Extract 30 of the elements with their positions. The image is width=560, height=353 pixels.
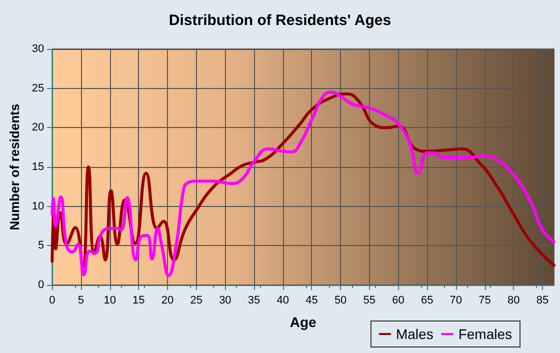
x-axis-title: Age xyxy=(290,314,317,330)
x-tick-label: 80 xyxy=(507,294,520,306)
x-tick-label: 0 xyxy=(49,294,56,306)
x-tick-label: 40 xyxy=(276,294,290,306)
legend-label: Females xyxy=(458,326,512,342)
y-tick-label: 20 xyxy=(32,122,44,134)
y-tick-label: 0 xyxy=(38,279,44,291)
x-tick-label: 55 xyxy=(363,294,376,306)
x-tick-label: 25 xyxy=(190,294,202,306)
y-tick-label: 15 xyxy=(32,161,44,173)
x-tick-label: 10 xyxy=(104,294,116,306)
x-tick-label: 20 xyxy=(161,294,174,306)
x-tick-label: 30 xyxy=(219,294,232,306)
y-tick-label: 5 xyxy=(38,240,44,252)
x-tick-label: 45 xyxy=(306,294,318,306)
y-tick-label: 30 xyxy=(32,43,44,55)
x-tick-label: 70 xyxy=(450,294,462,306)
y-axis-title: Number of residents xyxy=(7,104,22,230)
x-tick-label: 35 xyxy=(248,294,260,306)
x-tick-label: 60 xyxy=(392,294,404,306)
chart-title: Distribution of Residents' Ages xyxy=(168,12,392,29)
x-tick-label: 50 xyxy=(334,294,347,306)
x-tick-label: 75 xyxy=(478,294,491,306)
legend-label: Males xyxy=(396,326,434,342)
y-tick-label: 10 xyxy=(32,200,44,212)
x-tick-label: 85 xyxy=(536,294,549,306)
x-tick-label: 5 xyxy=(78,294,84,306)
x-tick-label: 65 xyxy=(420,294,434,306)
x-tick-label: 15 xyxy=(132,294,145,306)
y-tick-label: 25 xyxy=(32,82,44,94)
